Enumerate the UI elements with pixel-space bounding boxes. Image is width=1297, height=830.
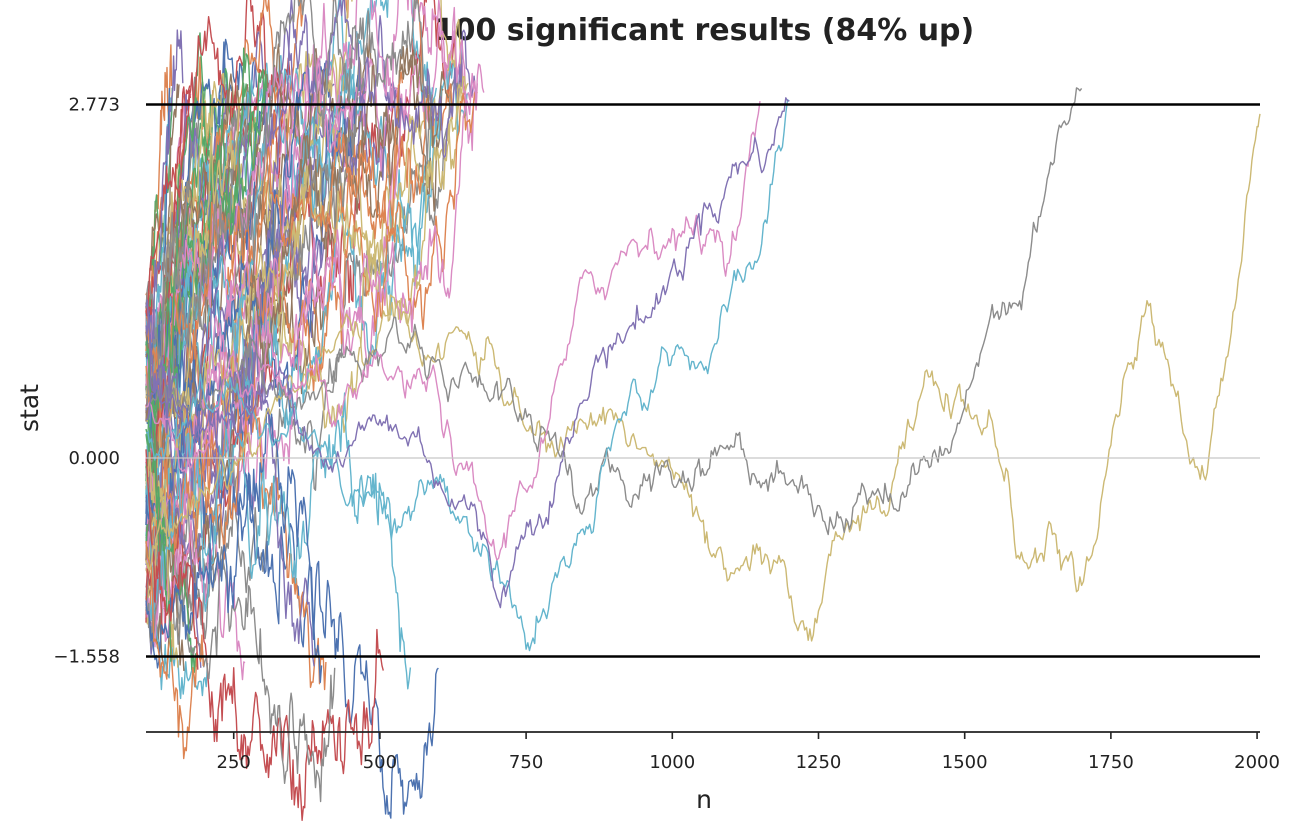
series-line [145,29,184,347]
series-line [145,408,323,683]
chart-title: 100 significant results (84% up) [434,13,975,48]
series-line [145,83,456,564]
series-line [145,315,327,691]
series-line [145,0,433,409]
series-line [145,299,202,668]
x-axis-label: n [696,785,712,814]
x-tick-label: 2000 [1234,752,1280,773]
y-axis-label: stat [15,384,44,432]
y-tick-label: 0.000 [68,448,120,469]
series-line [145,61,468,429]
y-tick-label: 2.773 [68,95,120,116]
y-tick-label: −1.558 [53,647,120,668]
series-line [145,43,449,387]
series-line [145,71,404,577]
series-line [145,449,199,670]
x-axis: 250 500 750 1000 1250 1500 1750 2000 [146,731,1280,773]
series-line [145,32,268,476]
series-line [145,113,1261,642]
series-line [145,97,790,609]
series-line [145,99,790,652]
series-line [145,97,241,576]
series-line [145,340,172,663]
series-line [145,65,312,417]
plot-area [145,0,1261,821]
series-line [145,101,761,561]
series-line [145,95,184,474]
x-tick-label: 1500 [942,752,988,773]
series-group [145,0,1261,821]
series-line [145,16,228,321]
x-tick-label: 1250 [796,752,842,773]
series-line [145,91,478,405]
series-line [145,451,179,668]
series-line [145,87,1083,536]
x-tick-label: 1000 [649,752,695,773]
x-tick-label: 250 [217,752,251,773]
x-tick-label: 1750 [1088,752,1134,773]
series-line [145,541,204,760]
series-line [145,63,485,542]
series-line [145,0,477,558]
y-axis: −1.558 0.000 2.773 [53,95,120,668]
series-line [145,84,266,482]
x-tick-label: 500 [363,752,397,773]
x-tick-label: 750 [509,752,543,773]
series-line [145,536,336,803]
